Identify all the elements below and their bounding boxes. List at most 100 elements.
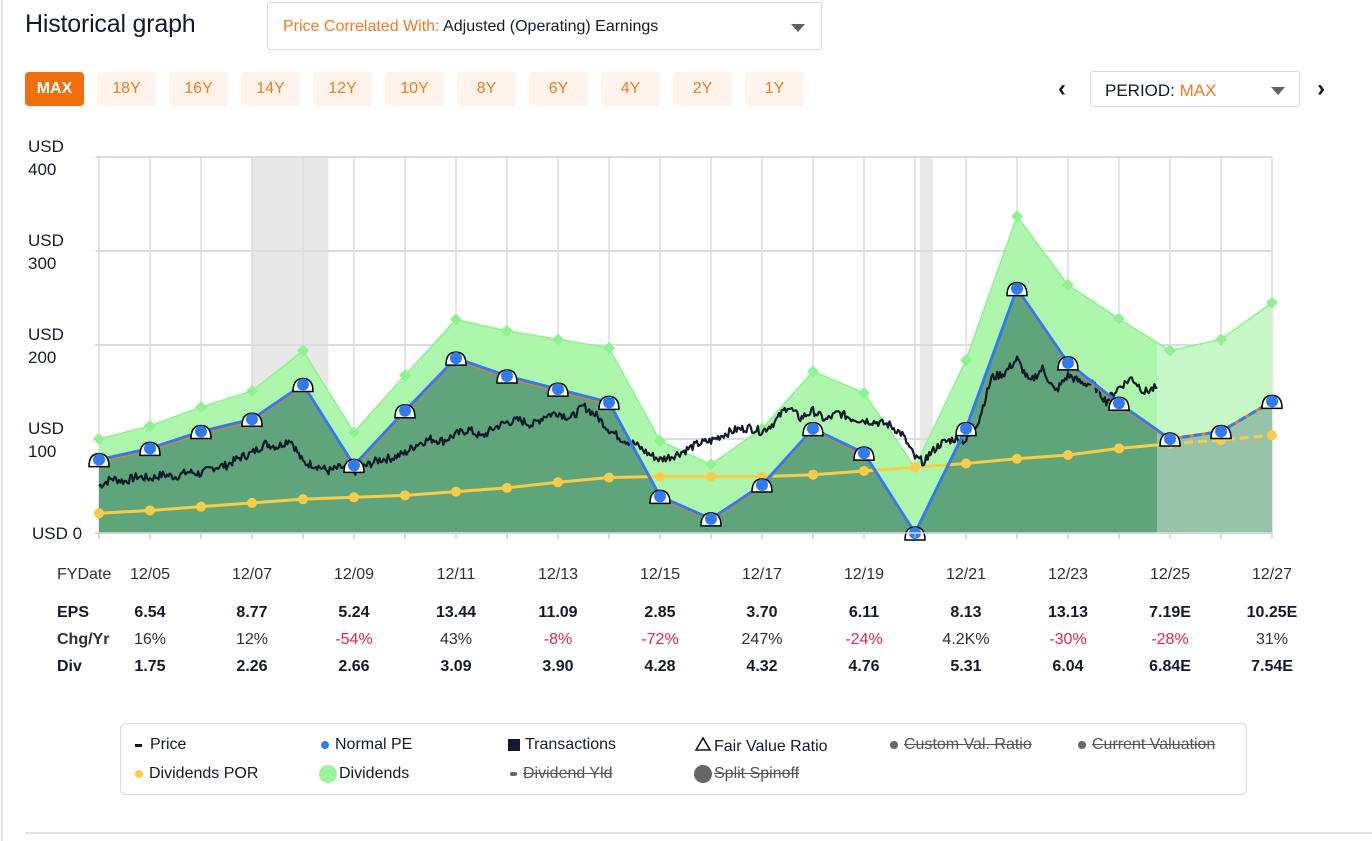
dividends-por-marker	[808, 469, 818, 480]
div-row: Div 1.75 2.26 2.66 3.09 3.90 4.28 4.32 4.76 5.31 6…	[0, 658, 1372, 680]
legend-label: Fair Value Ratio	[714, 737, 828, 755]
fy-date-row-cell: 12/07	[231, 566, 273, 583]
normal-pe-marker	[705, 512, 717, 525]
normal-pe-line	[98, 285, 1171, 537]
legend-item-dividend-yld[interactable]: Dividend Yld	[508, 765, 613, 783]
range-button-12y[interactable]: 12Y	[313, 72, 372, 106]
normal-pe-marker	[858, 447, 870, 460]
range-button-18y[interactable]: 18Y	[97, 72, 156, 106]
dividends-por-dot-icon	[135, 770, 143, 778]
historical-chart	[88, 156, 1283, 541]
chg-yr-row-cell: -8%	[543, 631, 573, 648]
dividends-marker	[552, 333, 564, 346]
dividend-yld-icon	[510, 772, 517, 776]
legend-item-price[interactable]: Price	[133, 736, 186, 754]
normal-pe-marker	[246, 413, 258, 426]
dividends-dot-icon	[319, 765, 337, 783]
y-tick-label: USD 0	[32, 524, 83, 543]
chevron-right-icon[interactable]: ›	[1317, 75, 1325, 102]
legend-item-normal-pe[interactable]: Normal PE	[319, 736, 412, 754]
range-button-8y[interactable]: 8Y	[457, 72, 516, 106]
normal-pe-dot-icon	[321, 741, 329, 749]
normal-pe-marker	[654, 490, 666, 503]
dividends-marker	[1113, 312, 1125, 325]
div-row-cell: 2.66	[338, 658, 370, 675]
chg-yr-row-cell: -30%	[1049, 631, 1087, 648]
range-button-14y[interactable]: 14Y	[241, 72, 300, 106]
chg-yr-row-cell: 4.2K%	[942, 631, 990, 648]
dividends-marker	[93, 433, 105, 445]
range-button-1y[interactable]: 1Y	[745, 72, 804, 106]
normal-pe-marker	[1011, 282, 1023, 295]
current-valuation-dot-icon	[1078, 741, 1086, 749]
chg-yr-row-cell: -54%	[335, 631, 373, 648]
range-button-max[interactable]: MAX	[25, 72, 84, 106]
price-correlated-dropdown[interactable]: Price Correlated With: Adjusted (Operati…	[267, 2, 822, 50]
eps-row-cell: 5.24	[338, 604, 370, 621]
fy-date-row-cell: 12/23	[1047, 566, 1089, 583]
dividends-marker	[1011, 210, 1023, 223]
chevron-left-icon[interactable]: ‹	[1058, 75, 1066, 102]
range-button-6y[interactable]: 6Y	[529, 72, 588, 106]
dividends-marker	[348, 426, 360, 439]
transactions-square-icon	[508, 739, 520, 751]
caret-down-icon	[791, 24, 805, 32]
dividends-por-marker	[196, 501, 206, 512]
normal-pe-marker	[756, 479, 768, 492]
dividends-por-marker	[706, 471, 716, 482]
dividends-por-line-forecast	[1169, 433, 1273, 446]
div-row-cell: 7.54E	[1251, 658, 1293, 675]
chg-yr-row-cell: 16%	[133, 631, 167, 648]
dividends-por-marker	[247, 497, 257, 508]
normal-pe-marker	[552, 383, 564, 396]
dividends-marker	[960, 354, 972, 367]
range-button-10y[interactable]: 10Y	[385, 72, 444, 106]
fy-date-row-cell: 12/09	[333, 566, 375, 583]
legend-item-dividends[interactable]: Dividends	[319, 765, 409, 783]
div-row-cell: 4.28	[644, 658, 676, 675]
eps-row-cell: 8.77	[236, 604, 268, 621]
legend-item-split-spinoff[interactable]: Split Spinoff	[694, 765, 799, 783]
dividends-marker	[603, 341, 615, 354]
dividends-marker	[144, 419, 156, 432]
fy-date-row-label: FYDate	[57, 566, 112, 583]
div-row-label: Div	[57, 658, 82, 675]
normal-pe-marker	[399, 404, 411, 417]
range-button-16y[interactable]: 16Y	[169, 72, 228, 106]
chg-yr-row-cell: 31%	[1255, 631, 1289, 648]
chg-yr-row-cell: -28%	[1151, 631, 1189, 648]
legend-item-transactions[interactable]: Transactions	[508, 736, 616, 754]
legend-item-custom-val-ratio[interactable]: Custom Val. Ratio	[888, 736, 1032, 754]
div-row-cell: 5.31	[950, 658, 982, 675]
dividends-marker	[501, 324, 513, 337]
eps-row-cell: 13.13	[1047, 604, 1089, 621]
eps-row-cell: 7.19E	[1149, 604, 1191, 621]
normal-pe-marker	[144, 442, 156, 455]
dividends-por-marker	[451, 486, 461, 497]
legend-label: Dividend Yld	[523, 765, 613, 782]
div-row-cell: 3.90	[542, 658, 574, 675]
dividends-marker	[1266, 296, 1278, 309]
normal-pe-marker	[603, 396, 615, 409]
dividends-por-marker	[604, 472, 614, 483]
chg-yr-row: Chg/Yr 16% 12% -54% 43% -8% -72% 247% -24% 4.2K% -…	[0, 631, 1372, 653]
dividends-marker	[807, 365, 819, 378]
caret-down-icon	[1271, 87, 1285, 95]
legend-item-fair-value-ratio[interactable]: Fair Value Ratio	[694, 736, 828, 757]
dividends-por-marker	[655, 471, 665, 482]
dividends-por-marker	[910, 462, 920, 473]
div-row-cell: 2.26	[236, 658, 268, 675]
legend-item-current-valuation[interactable]: Current Valuation	[1076, 736, 1215, 754]
range-button-2y[interactable]: 2Y	[673, 72, 732, 106]
dividends-por-marker	[859, 465, 869, 476]
correlated-key: Price Correlated With:	[283, 18, 440, 35]
eps-row-cell: 11.09	[538, 604, 578, 621]
legend-label: Current Valuation	[1092, 736, 1216, 753]
div-row-cell: 6.04	[1052, 658, 1084, 675]
section-divider	[25, 832, 1372, 834]
period-dropdown[interactable]: PERIOD: MAX	[1090, 71, 1300, 107]
split-spinoff-dot-icon	[694, 765, 712, 783]
range-button-4y[interactable]: 4Y	[601, 72, 660, 106]
legend-item-dividends-por[interactable]: Dividends POR	[133, 765, 258, 783]
chg-yr-row-cell: -72%	[641, 631, 679, 648]
